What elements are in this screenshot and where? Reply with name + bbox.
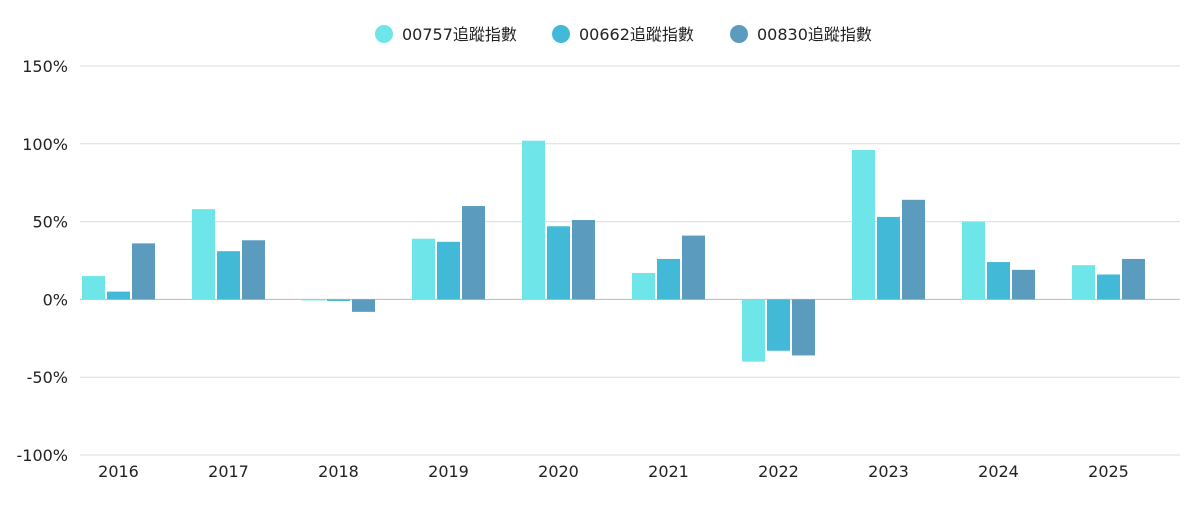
bar-2023-series-3[interactable] xyxy=(902,199,925,300)
bar-2019-series-2[interactable] xyxy=(437,241,460,300)
bar-2020-series-1[interactable] xyxy=(522,140,545,300)
x-tick-label: 2024 xyxy=(978,462,1019,481)
bar-2020-series-2[interactable] xyxy=(547,226,570,300)
legend-item-2[interactable]: 00662追蹤指數 xyxy=(552,25,694,44)
bar-2023-series-1[interactable] xyxy=(852,150,875,300)
bar-2022-series-3[interactable] xyxy=(792,299,815,356)
bar-2016-series-3[interactable] xyxy=(132,243,155,300)
bar-2018-series-2[interactable] xyxy=(327,299,350,301)
bar-2023-series-2[interactable] xyxy=(877,216,900,300)
x-tick-label: 2022 xyxy=(758,462,799,481)
legend-swatch xyxy=(552,25,570,43)
bar-2024-series-2[interactable] xyxy=(987,262,1010,300)
legend-swatch xyxy=(730,25,748,43)
y-tick-label: 50% xyxy=(32,213,68,232)
bar-2021-series-1[interactable] xyxy=(632,272,655,300)
x-tick-label: 2020 xyxy=(538,462,579,481)
legend-item-1[interactable]: 00757追蹤指數 xyxy=(375,25,517,44)
x-tick-label: 2016 xyxy=(98,462,139,481)
bar-2018-series-3[interactable] xyxy=(352,299,375,312)
bar-2025-series-2[interactable] xyxy=(1097,274,1120,300)
bar-2017-series-1[interactable] xyxy=(192,209,215,300)
bar-2017-series-2[interactable] xyxy=(217,251,240,300)
bar-2025-series-3[interactable] xyxy=(1122,258,1145,300)
bar-2019-series-1[interactable] xyxy=(412,238,435,300)
x-axis: 2016 2017 2018 2019 2020 2021 2022 2023 2024 2025 xyxy=(98,462,1129,481)
bar-2018-series-1[interactable] xyxy=(302,299,325,301)
bar-2016-series-2[interactable] xyxy=(107,291,130,300)
x-tick-label: 2025 xyxy=(1088,462,1129,481)
y-tick-label: 150% xyxy=(22,57,68,76)
y-tick-label: -100% xyxy=(16,446,68,465)
x-tick-label: 2018 xyxy=(318,462,359,481)
y-tick-label: -50% xyxy=(27,368,68,387)
legend-label: 00662追蹤指數 xyxy=(579,25,694,44)
bar-2024-series-3[interactable] xyxy=(1012,269,1035,300)
y-tick-label: 100% xyxy=(22,135,68,154)
y-axis: 150% 100% 50% 0% -50% -100% xyxy=(16,57,68,465)
bar-2022-series-1[interactable] xyxy=(742,299,765,362)
legend: 00757追蹤指數 00662追蹤指數 00830追蹤指數 xyxy=(375,25,872,44)
bar-2019-series-3[interactable] xyxy=(462,206,485,300)
x-tick-label: 2023 xyxy=(868,462,909,481)
bar-2021-series-2[interactable] xyxy=(657,258,680,300)
y-tick-label: 0% xyxy=(43,290,68,309)
bar-2021-series-3[interactable] xyxy=(682,235,705,300)
legend-item-3[interactable]: 00830追蹤指數 xyxy=(730,25,872,44)
bar-2022-series-2[interactable] xyxy=(767,299,790,351)
bar-2024-series-1[interactable] xyxy=(962,221,985,300)
bar-2025-series-1[interactable] xyxy=(1072,265,1095,300)
x-tick-label: 2017 xyxy=(208,462,249,481)
legend-swatch xyxy=(375,25,393,43)
bar-2020-series-3[interactable] xyxy=(572,220,595,300)
bar-2017-series-3[interactable] xyxy=(242,240,265,300)
legend-label: 00830追蹤指數 xyxy=(757,25,872,44)
x-tick-label: 2021 xyxy=(648,462,689,481)
bar-2016-series-1[interactable] xyxy=(82,276,105,300)
legend-label: 00757追蹤指數 xyxy=(402,25,517,44)
bars xyxy=(82,140,1145,362)
x-tick-label: 2019 xyxy=(428,462,469,481)
